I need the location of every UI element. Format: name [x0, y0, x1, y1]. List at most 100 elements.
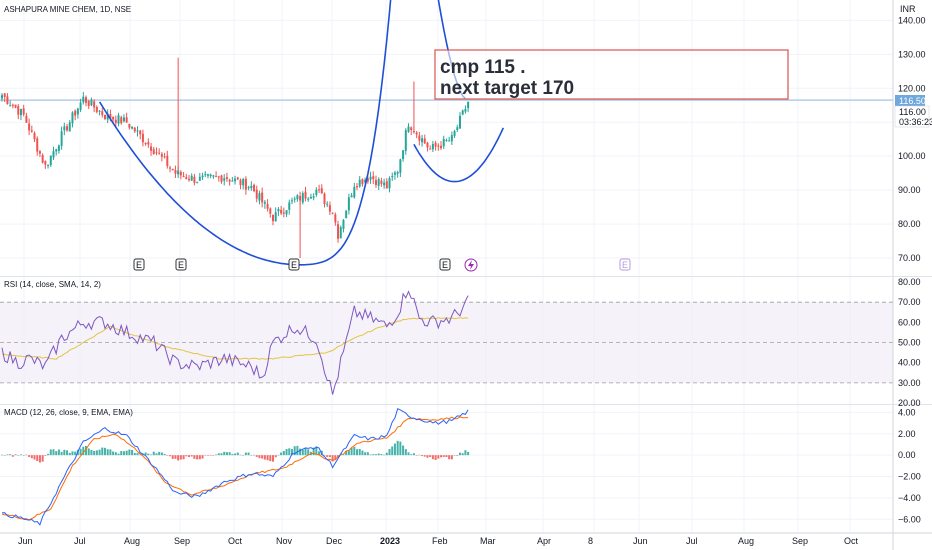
x-tick-label: Aug: [738, 536, 754, 546]
candle-body: [74, 110, 77, 116]
macd-histogram-bar: [103, 447, 106, 456]
candle-body: [196, 182, 199, 184]
macd-line[interactable]: [1, 408, 469, 526]
candle-body: [14, 104, 17, 108]
macd-histogram-bar: [290, 449, 293, 456]
event-marker[interactable]: E: [439, 258, 451, 271]
x-tick-label: Sep: [174, 536, 190, 546]
macd-histogram-bar: [225, 452, 228, 456]
macd-histogram-bar: [426, 455, 429, 458]
candle-body: [440, 145, 443, 149]
macd-histogram-bar: [404, 449, 407, 456]
candle-body: [160, 154, 163, 157]
candle-body: [1, 95, 3, 99]
event-marker-future[interactable]: E: [619, 258, 631, 271]
event-marker[interactable]: E: [175, 258, 187, 271]
event-marker[interactable]: E: [133, 258, 145, 271]
candle-body: [103, 114, 106, 119]
last-price-label: 116.00 03:36:23: [894, 105, 932, 128]
macd-histogram-bar: [217, 453, 220, 456]
candle-body: [44, 161, 47, 165]
macd-histogram-bar: [396, 440, 399, 456]
macd-histogram-bar: [3, 455, 6, 456]
y-tick-label: 80.00: [898, 219, 921, 229]
annotation-line-2: next target 170: [440, 78, 574, 99]
macd-histogram-bar: [33, 455, 36, 460]
macd-histogram-bar: [347, 450, 350, 456]
macd-legend: MACD (12, 26, close, 9, EMA, EMA): [4, 408, 133, 417]
macd-histogram-bar: [326, 455, 329, 457]
macd-histogram-bar: [133, 452, 136, 456]
cup-curve[interactable]: [98, 0, 406, 266]
macd-histogram-bar: [369, 454, 372, 456]
candle-body: [9, 105, 12, 107]
candle-body: [429, 148, 432, 150]
candle-body: [315, 189, 318, 195]
candle-body: [234, 178, 237, 182]
candle-body: [318, 189, 321, 191]
macd-histogram-bar: [461, 453, 464, 456]
macd-histogram-bar: [255, 455, 258, 457]
macd-histogram-bar: [412, 453, 415, 456]
candle-body: [131, 126, 134, 129]
annotation-box[interactable]: cmp 115 . next target 170: [434, 49, 789, 100]
macd-histogram-bar: [391, 446, 394, 456]
macd-histogram-bar: [374, 454, 377, 456]
signal-line[interactable]: [1, 416, 469, 521]
macd-histogram-bar: [95, 450, 98, 456]
macd-histogram-bar: [453, 454, 456, 456]
candle-body: [95, 107, 98, 112]
candle-body: [337, 224, 340, 239]
candle-body: [304, 191, 307, 199]
candle-body: [193, 176, 196, 183]
macd-histogram-bar: [85, 445, 88, 456]
macd-histogram-bar: [228, 452, 231, 456]
price-pane: [0, 0, 893, 266]
dividend-icon[interactable]: [464, 258, 478, 272]
candle-body: [19, 109, 22, 116]
candle-body: [87, 101, 90, 107]
y-tick-label: 50.00: [898, 338, 921, 348]
event-label: E: [178, 260, 184, 270]
candle-body: [361, 179, 364, 185]
macd-histogram-bar: [301, 449, 304, 456]
candle-body: [261, 192, 264, 203]
event-marker[interactable]: E: [288, 258, 300, 271]
macd-histogram-bar: [177, 455, 180, 461]
macd-histogram-bar: [25, 454, 28, 456]
x-tick-label: Mar: [480, 536, 496, 546]
countdown-value: 03:36:23: [899, 117, 932, 127]
macd-histogram-bar: [266, 455, 269, 461]
handle-curve[interactable]: [413, 127, 505, 183]
candle-body: [418, 135, 421, 141]
candle-body: [139, 130, 142, 135]
y-tick-label: 140.00: [898, 15, 926, 25]
candle-body: [90, 99, 93, 106]
candle-body: [98, 110, 101, 112]
macd-histogram-bar: [147, 453, 150, 456]
macd-histogram-bar: [171, 455, 174, 459]
x-tick-label: Oct: [844, 536, 859, 546]
macd-histogram-bar: [215, 454, 218, 456]
candle-body: [125, 117, 128, 123]
macd-histogram-bar: [364, 452, 367, 456]
macd-histogram-bar: [236, 452, 239, 456]
candle-body: [323, 193, 326, 204]
macd-histogram-bar: [198, 455, 201, 460]
candle-body: [272, 214, 274, 222]
macd-histogram-bar: [280, 452, 283, 456]
candle-body: [6, 96, 9, 105]
candle-body: [415, 132, 418, 135]
rsi-line[interactable]: [1, 290, 469, 395]
macd-histogram-bar: [106, 449, 109, 456]
macd-histogram-bar: [209, 455, 212, 456]
candle-body: [22, 108, 25, 115]
macd-histogram-bar: [258, 455, 261, 459]
candle-body: [280, 209, 283, 214]
candle-body: [169, 167, 172, 169]
macd-histogram-bar: [6, 454, 9, 456]
macd-histogram-bar: [190, 455, 193, 457]
macd-histogram-bar: [334, 455, 337, 460]
